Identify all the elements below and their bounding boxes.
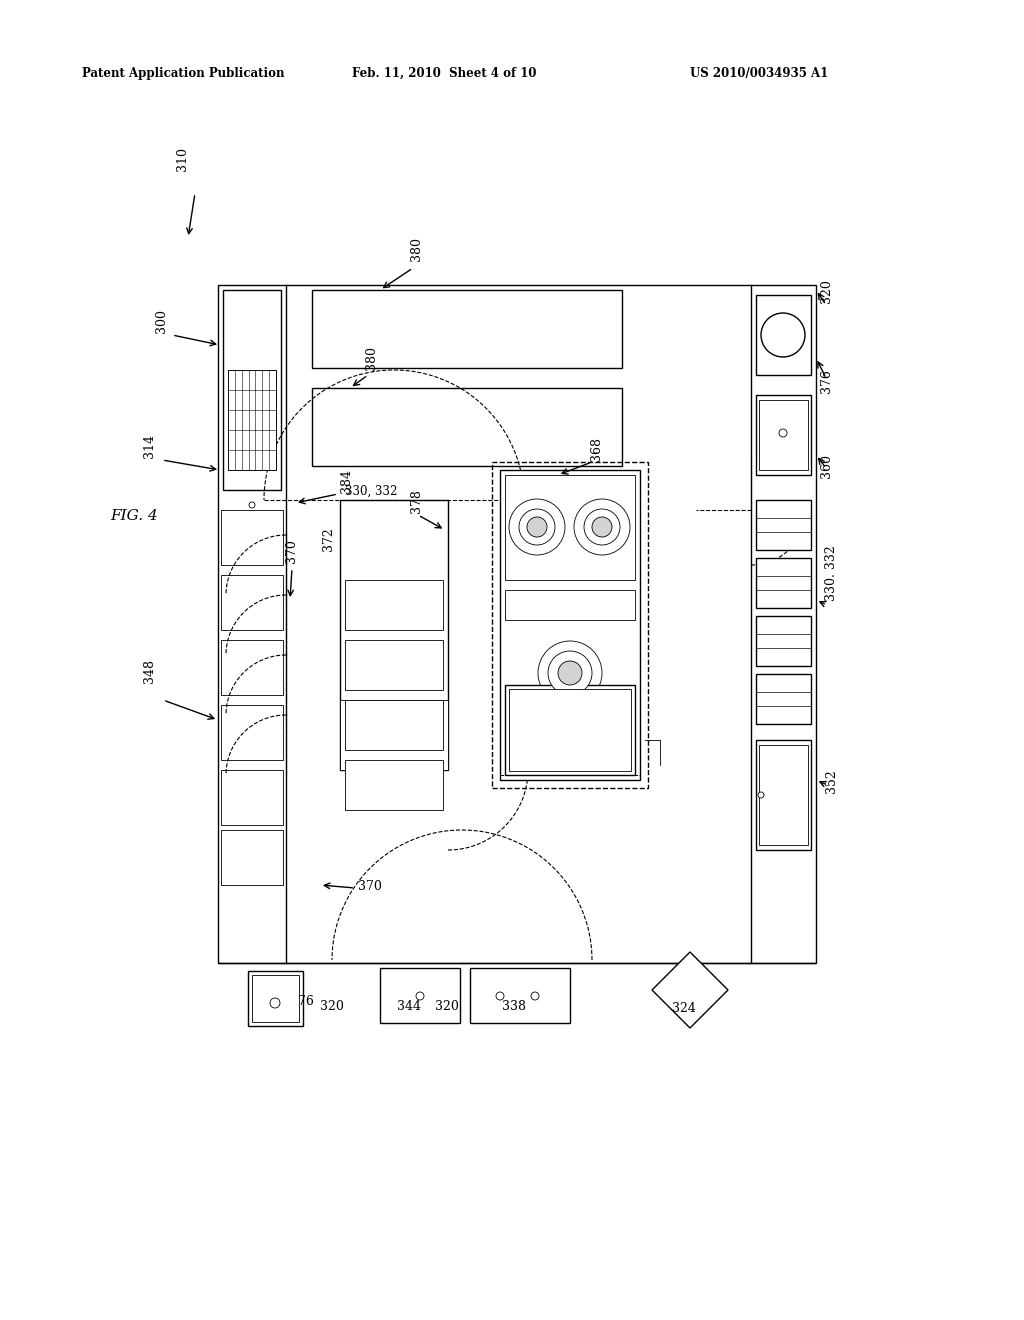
Text: 330, 332: 330, 332 [345, 484, 397, 498]
Circle shape [531, 993, 539, 1001]
Circle shape [592, 517, 612, 537]
Text: 368: 368 [590, 437, 603, 461]
Circle shape [558, 661, 582, 685]
Text: 380: 380 [365, 346, 378, 370]
Text: 370: 370 [285, 539, 298, 564]
Bar [223, 290, 281, 490]
Bar [380, 968, 460, 1023]
Bar [312, 388, 622, 466]
Bar [756, 558, 811, 609]
Text: 320: 320 [319, 1001, 344, 1012]
Bar [756, 294, 811, 375]
Text: 384: 384 [340, 469, 353, 492]
Text: 370: 370 [358, 880, 382, 894]
Circle shape [538, 642, 602, 705]
Polygon shape [652, 952, 728, 1028]
Circle shape [574, 499, 630, 554]
Circle shape [584, 510, 620, 545]
Text: 344: 344 [397, 1001, 421, 1012]
Bar [221, 770, 283, 825]
Circle shape [779, 429, 787, 437]
Text: 300: 300 [155, 309, 168, 333]
Bar [759, 400, 808, 470]
Bar [509, 689, 631, 771]
Bar [221, 576, 283, 630]
Circle shape [519, 510, 555, 545]
Bar [228, 370, 276, 470]
Text: 376: 376 [820, 370, 833, 393]
Bar [756, 675, 811, 723]
Circle shape [758, 792, 764, 799]
Bar [218, 285, 816, 964]
Bar [221, 705, 283, 760]
Bar [345, 640, 443, 690]
Text: 338: 338 [502, 1001, 526, 1012]
Bar [248, 972, 303, 1026]
Bar [340, 500, 449, 770]
Text: 352: 352 [825, 770, 838, 793]
Bar [759, 744, 808, 845]
Circle shape [509, 499, 565, 554]
Text: FIG. 4: FIG. 4 [110, 510, 158, 523]
Text: 310: 310 [176, 147, 189, 172]
Circle shape [270, 998, 280, 1008]
Circle shape [548, 651, 592, 696]
Text: 378: 378 [410, 490, 423, 513]
Text: 330. 332: 330. 332 [825, 545, 838, 601]
Text: 366: 366 [590, 729, 603, 752]
Text: 360: 360 [820, 454, 833, 478]
Bar [221, 510, 283, 565]
Bar [312, 290, 622, 368]
Bar [221, 830, 283, 884]
Text: 348: 348 [143, 659, 156, 682]
Text: 376: 376 [290, 995, 314, 1008]
Bar [500, 470, 640, 780]
Text: 372: 372 [322, 527, 335, 550]
Circle shape [761, 313, 805, 356]
Text: 324: 324 [672, 1002, 696, 1015]
Bar [756, 500, 811, 550]
Text: 314: 314 [143, 434, 156, 458]
Bar [505, 685, 635, 775]
Bar [345, 700, 443, 750]
Text: 320: 320 [435, 1001, 459, 1012]
Bar [492, 462, 648, 788]
Text: US 2010/0034935 A1: US 2010/0034935 A1 [690, 66, 828, 79]
Circle shape [527, 517, 547, 537]
Bar [756, 395, 811, 475]
Bar [221, 640, 283, 696]
Bar [470, 968, 570, 1023]
Bar [505, 475, 635, 579]
Circle shape [249, 502, 255, 508]
Bar [345, 579, 443, 630]
Text: Patent Application Publication: Patent Application Publication [82, 66, 285, 79]
Text: 320: 320 [820, 279, 833, 304]
Bar [756, 741, 811, 850]
Text: 380: 380 [410, 238, 423, 261]
Bar [340, 700, 449, 770]
Bar [756, 616, 811, 667]
Circle shape [416, 993, 424, 1001]
Circle shape [496, 993, 504, 1001]
Bar [505, 590, 635, 620]
Bar [252, 975, 299, 1022]
Bar [345, 760, 443, 810]
Text: Feb. 11, 2010  Sheet 4 of 10: Feb. 11, 2010 Sheet 4 of 10 [352, 66, 537, 79]
